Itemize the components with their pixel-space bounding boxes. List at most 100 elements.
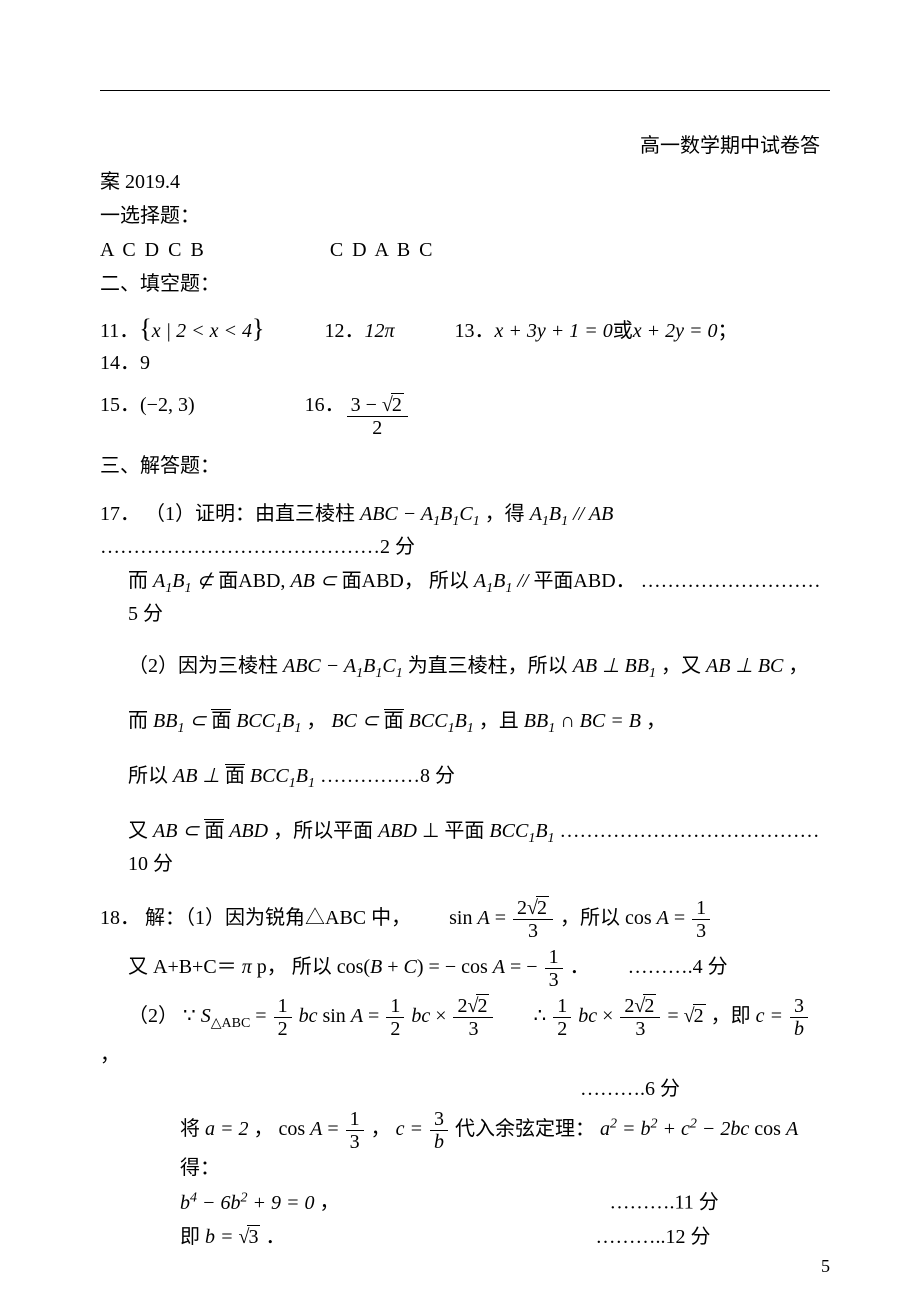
q17-abpar: A1B1 // AB bbox=[530, 503, 614, 525]
q18-sinA: sin A = bbox=[449, 907, 511, 929]
q18-p3tail: ， bbox=[100, 1044, 120, 1066]
q18-cosine: a2 = b2 + c2 − 2bc bbox=[600, 1118, 749, 1140]
q18-p1b: ，所以 bbox=[560, 907, 620, 929]
q18-line1: 18． 解：（1）因为锐角△ABC 中， sin A = 22 3 ，所以 co… bbox=[100, 897, 830, 942]
q17-line3: （2）因为三棱柱 ABC − A1B1C1 为直三棱柱，所以 AB ⊥ BB1 … bbox=[100, 651, 830, 684]
q17-p6e: ⊥ 平面 bbox=[422, 820, 484, 842]
q15: 15． (−2, 3) bbox=[100, 390, 195, 420]
q17-line5: 所以 AB ⊥ 面 BCC1B1 ……………8 分 bbox=[100, 761, 830, 794]
q14: 14． 9 bbox=[100, 348, 150, 378]
q17-p1a: （1）证明：由直三棱柱 bbox=[145, 503, 355, 525]
mc-ans-1: A C D C B bbox=[100, 239, 206, 261]
q16-frac: 3 − 2 2 bbox=[347, 394, 408, 439]
q17-p1b: ，得 bbox=[485, 503, 525, 525]
q11-expr: x | 2 < x < 4 bbox=[152, 316, 252, 346]
q17-p6a: 又 bbox=[128, 820, 148, 842]
q17-p2c: 所以 bbox=[429, 570, 469, 592]
section2-heading: 二、填空题： bbox=[100, 269, 830, 299]
title-continue: 案 2019.4 bbox=[100, 167, 830, 197]
q17-p3d: ， bbox=[788, 655, 808, 677]
q17-p3b: 为直三棱柱，所以 bbox=[408, 655, 568, 677]
q18-p4d: 代入余弦定理： bbox=[455, 1118, 595, 1140]
q18-half3: 12 bbox=[553, 995, 571, 1040]
q17-cap: BB1 ∩ BC = B bbox=[524, 710, 641, 732]
top-rule bbox=[100, 90, 830, 91]
fill-row-1: 11． { x | 2 < x < 4 } 12． 12π 13． x + 3y… bbox=[100, 309, 830, 378]
q14-no: 14． bbox=[100, 348, 140, 378]
q11: 11． { x | 2 < x < 4 } bbox=[100, 309, 264, 348]
q18-p2dots: ……….4 分 bbox=[628, 956, 728, 978]
q13-no: 13． bbox=[455, 316, 495, 346]
q12-no: 12． bbox=[324, 316, 364, 346]
q17-p6b: AB ⊂ bbox=[153, 820, 204, 842]
q18-half2: 12 bbox=[386, 995, 404, 1040]
q17-perp1: AB ⊥ BB1 bbox=[573, 655, 656, 677]
q15-no: 15． bbox=[100, 390, 140, 420]
q18-p6tail: ． bbox=[265, 1226, 285, 1248]
q13-expr2: x + 2y = 0 bbox=[633, 316, 718, 346]
q18-half1: 12 bbox=[274, 995, 292, 1040]
q17-no: 17． bbox=[100, 503, 140, 525]
q18-p2-frac: 1 3 bbox=[545, 946, 563, 991]
q17-line1: 17． （1）证明：由直三棱柱 ABC − A1B1C1 ，得 A1B1 // … bbox=[100, 499, 830, 562]
title-right: 高一数学期中试卷答 bbox=[100, 131, 830, 161]
q18-p5dots: ……….11 分 bbox=[610, 1192, 719, 1214]
q18-line5: b4 − 6b2 + 9 = 0 ， ……….11 分 bbox=[100, 1187, 830, 1218]
fill-row-2: 15． (−2, 3) 16． 3 − 2 2 bbox=[100, 390, 830, 439]
q18-p5eq: b4 − 6b2 + 9 = 0 bbox=[180, 1192, 315, 1214]
q13-expr1: x + 3y + 1 = 0 bbox=[495, 316, 613, 346]
section1-heading: 一选择题： bbox=[100, 201, 830, 231]
q17-line4: 而 BB1 ⊂ 面 BCC1B1 ， BC ⊂ 面 BCC1B1 ，且 BB1 … bbox=[100, 706, 830, 739]
q18-cosA-frac: 1 3 bbox=[692, 897, 710, 942]
q17-p5a: 所以 bbox=[128, 765, 168, 787]
q18-line3: （2） ∵ S△ABC = 12 bc sin A = 12 bc × 223 … bbox=[100, 995, 830, 1070]
q17-p2b: A1B1 ⊄ bbox=[153, 570, 218, 592]
q13: 13． x + 3y + 1 = 0 或 x + 2y = 0 ； bbox=[455, 316, 738, 346]
q17-prism2: ABC − A1B1C1 bbox=[283, 655, 403, 677]
q14-val: 9 bbox=[140, 348, 150, 378]
q17-line6: 又 AB ⊂ 面 ABD ，所以平面 ABD ⊥ 平面 BCC1B1 ……………… bbox=[100, 816, 830, 879]
q17-incl1: BB1 ⊂ bbox=[153, 710, 211, 732]
q15-val: (−2, 3) bbox=[140, 390, 195, 420]
q18-sinA-frac: 22 3 bbox=[513, 897, 553, 942]
mc-ans-2: C D A B C bbox=[330, 239, 435, 261]
q17-p6d: ，所以平面 bbox=[273, 820, 373, 842]
q18-a2: a = 2 bbox=[205, 1118, 249, 1140]
q17-p5b: AB ⊥ bbox=[173, 765, 225, 787]
page-number: 5 bbox=[821, 1253, 830, 1280]
q17-abd2: ABD bbox=[378, 820, 417, 842]
q18-beq: b = bbox=[205, 1226, 239, 1248]
q17: 17． （1）证明：由直三棱柱 ABC − A1B1C1 ，得 A1B1 // … bbox=[100, 499, 830, 879]
q18-no: 18． bbox=[100, 907, 140, 929]
q17-face3: 面 bbox=[225, 764, 245, 786]
q18-bcsinA: bc bbox=[299, 1005, 318, 1027]
q18-cosA: cos A = bbox=[625, 907, 690, 929]
q18-p3dots: ……….6 分 bbox=[580, 1078, 680, 1100]
q17-face4: 面 bbox=[204, 819, 224, 841]
q18-p5tail: ， bbox=[320, 1192, 340, 1214]
q18: 18． 解：（1）因为锐角△ABC 中， sin A = 22 3 ，所以 co… bbox=[100, 897, 830, 1252]
q17-p1dots: ……………………………………2 分 bbox=[100, 536, 415, 558]
q18-cfrac: 3b bbox=[790, 995, 808, 1040]
q17-face1: 面 bbox=[211, 709, 231, 731]
q18-p1a: 解：（1）因为锐角△ABC 中， bbox=[145, 907, 411, 929]
q17-abd: ABD bbox=[229, 820, 268, 842]
q18-p3b: ，即 bbox=[711, 1005, 751, 1027]
q18-2r2b: 223 bbox=[620, 995, 660, 1040]
q17-bcc1: BCC1B1 bbox=[236, 710, 301, 732]
q18-pi: π bbox=[242, 956, 252, 978]
q18-line2: 又 A+B+C＝ π p， 所以 cos(B + C) = − cos A = … bbox=[100, 946, 830, 991]
q18-p2tail: ． bbox=[570, 956, 590, 978]
q18-p6dots: ………..12 分 bbox=[595, 1226, 710, 1248]
q18-ceq: c = bbox=[756, 1005, 788, 1027]
q18-p4e: 得： bbox=[180, 1157, 220, 1179]
q17-perp2: AB ⊥ BC bbox=[706, 655, 783, 677]
q16: 16． 3 − 2 2 bbox=[305, 390, 410, 439]
q18-p2a: 又 A+B+C＝ bbox=[128, 956, 237, 978]
q18-S: ∵ S△ABC = bbox=[183, 1005, 272, 1027]
q17-line2: 而 A1B1 ⊄ 面ABD, AB ⊂ 面ABD， 所以 A1B1 // 平面A… bbox=[100, 566, 830, 629]
q18-p6a: 即 bbox=[180, 1226, 200, 1248]
q17-bcc3: BCC1B1 bbox=[250, 765, 315, 787]
q18-line4: 将 a = 2 ， cos A = 13 ， c = 3b 代入余弦定理： a2… bbox=[100, 1108, 830, 1183]
q17-p2a: 而 bbox=[128, 570, 148, 592]
